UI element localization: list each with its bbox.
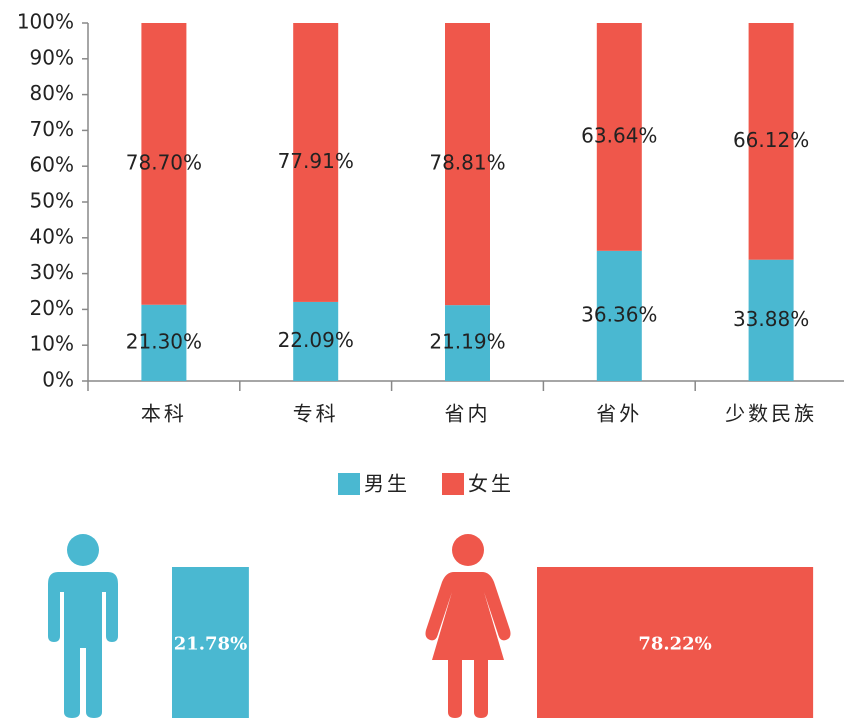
y-tick-label: 20% [30, 296, 74, 320]
male-icon [48, 534, 118, 718]
legend-label: 男生 [364, 472, 410, 496]
bar-segment [748, 23, 794, 260]
value-label: 36.36% [581, 302, 657, 326]
value-label: 77.91% [278, 149, 354, 173]
x-tick-label: 省外 [596, 402, 642, 426]
bar-segment [748, 259, 794, 381]
x-tick-label: 省内 [445, 402, 491, 426]
bar-segment [141, 23, 187, 305]
value-label: 21.30% [126, 329, 202, 353]
y-tick-label: 40% [30, 224, 74, 248]
value-label: 21.78% [174, 634, 247, 655]
value-label: 78.70% [126, 150, 202, 174]
value-label: 33.88% [733, 307, 809, 331]
female-icon [425, 534, 511, 718]
bar-segment [141, 304, 187, 381]
bar-segment [596, 23, 642, 251]
bar [172, 567, 249, 718]
y-tick-label: 30% [30, 260, 74, 284]
value-label: 78.22% [638, 634, 711, 655]
y-tick-label: 60% [30, 153, 74, 177]
value-label: 22.09% [278, 328, 354, 352]
bar [537, 567, 814, 718]
y-tick-label: 80% [30, 81, 74, 105]
legend-label: 女生 [468, 472, 514, 496]
x-tick-label: 少数民族 [725, 402, 817, 426]
y-tick-label: 70% [30, 117, 74, 141]
bar-segment [293, 301, 339, 381]
legend-swatch [442, 473, 464, 495]
bar-segment [596, 250, 642, 381]
value-label: 63.64% [581, 123, 657, 147]
y-tick-label: 100% [17, 10, 74, 34]
value-label: 78.81% [429, 151, 505, 175]
x-tick-label: 本科 [141, 402, 187, 426]
y-tick-label: 50% [30, 189, 74, 213]
y-tick-label: 0% [42, 368, 74, 392]
value-label: 66.12% [733, 128, 809, 152]
x-tick-label: 专科 [293, 402, 339, 426]
y-tick-label: 90% [30, 45, 74, 69]
bar-segment [445, 23, 490, 306]
bar-segment [293, 23, 339, 302]
bar-segment [445, 305, 490, 381]
legend-swatch [338, 473, 360, 495]
y-tick-label: 10% [30, 332, 74, 356]
value-label: 21.19% [429, 330, 505, 354]
